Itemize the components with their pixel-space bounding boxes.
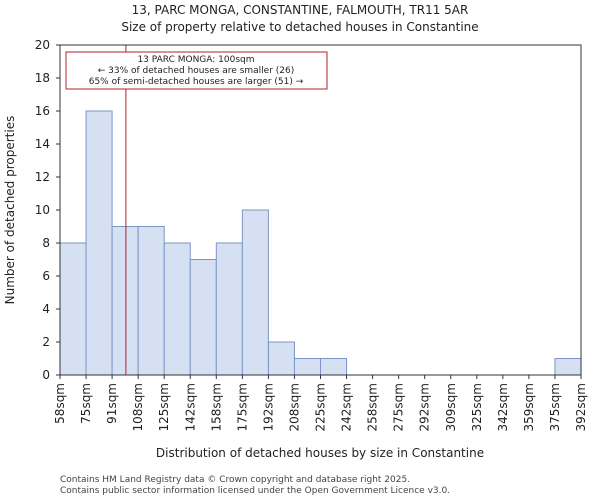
x-tick-label: 125sqm [157,383,171,431]
x-tick-label: 359sqm [522,383,536,431]
footer-line-2: Contains public sector information licen… [60,486,450,496]
x-tick-label: 75sqm [79,383,93,424]
x-tick-label: 242sqm [340,383,354,431]
bar-125sqm [163,242,191,376]
annotation-box: 13 PARC MONGA: 100sqm ← 33% of detached … [65,51,328,90]
bar-208sqm [293,358,322,376]
y-axis-title: Number of detached properties [3,116,17,305]
bars-group [59,110,582,376]
bar-192sqm [267,341,295,376]
y-tick-label: 2 [42,335,50,349]
chart-title-line-1: 13, PARC MONGA, CONSTANTINE, FALMOUTH, T… [132,3,469,17]
bar-225sqm [320,358,348,376]
x-tick-label: 108sqm [131,383,145,431]
plot-frame [59,44,582,376]
x-tick-label: 91sqm [105,383,119,424]
x-tick-label: 258sqm [366,383,380,431]
y-tick-label: 12 [35,170,50,184]
bar-91sqm [111,226,139,376]
annotation-border [65,51,328,90]
bar-58sqm [59,242,87,376]
x-tick-label: 158sqm [209,383,223,431]
bar-158sqm [215,242,243,376]
y-tick-label: 18 [35,71,50,85]
x-axis-ticks: 58sqm 75sqm 91sqm 108sqm 125sqm 142sqm 158sqm 1… [53,375,588,431]
annotation-line-3: 65% of semi-detached houses are larger (… [89,77,304,87]
y-tick-label: 0 [42,368,50,382]
y-tick-label: 8 [42,236,50,250]
y-tick-label: 6 [42,269,50,283]
x-tick-label: 225sqm [314,383,328,431]
y-tick-label: 16 [35,104,50,118]
x-tick-label: 292sqm [418,383,432,431]
y-tick-label: 14 [35,137,50,151]
x-tick-label: 342sqm [496,383,510,431]
x-tick-label: 375sqm [548,383,562,431]
x-tick-label: 142sqm [183,383,197,431]
annotation-line-1: 13 PARC MONGA: 100sqm [137,55,254,65]
x-tick-label: 309sqm [444,383,458,431]
bar-75sqm [85,110,113,376]
x-tick-label: 392sqm [574,383,588,431]
y-axis-ticks: 0 2 4 6 8 10 12 14 16 18 20 [35,38,60,382]
x-tick-label: 325sqm [470,383,484,431]
bar-375sqm [554,358,582,376]
bar-142sqm [189,259,217,376]
footer-line-1: Contains HM Land Registry data © Crown c… [60,475,410,485]
bar-175sqm [241,209,269,376]
bar-108sqm [137,226,165,376]
y-tick-label: 20 [35,38,50,52]
x-tick-label: 58sqm [53,383,67,424]
annotation-line-2: ← 33% of detached houses are smaller (26… [98,66,295,76]
x-tick-label: 192sqm [261,383,275,431]
x-tick-label: 175sqm [235,383,249,431]
y-tick-label: 4 [42,302,50,316]
plot-area: 0 2 4 6 8 10 12 14 16 18 20 58sqm 75sqm 91sqm 108sqm 1… [35,38,588,431]
chart-title-line-2: Size of property relative to detached ho… [121,20,478,34]
x-axis-title: Distribution of detached houses by size … [156,446,484,460]
x-tick-label: 208sqm [287,383,301,431]
x-tick-label: 275sqm [392,383,406,431]
y-tick-label: 10 [35,203,50,217]
